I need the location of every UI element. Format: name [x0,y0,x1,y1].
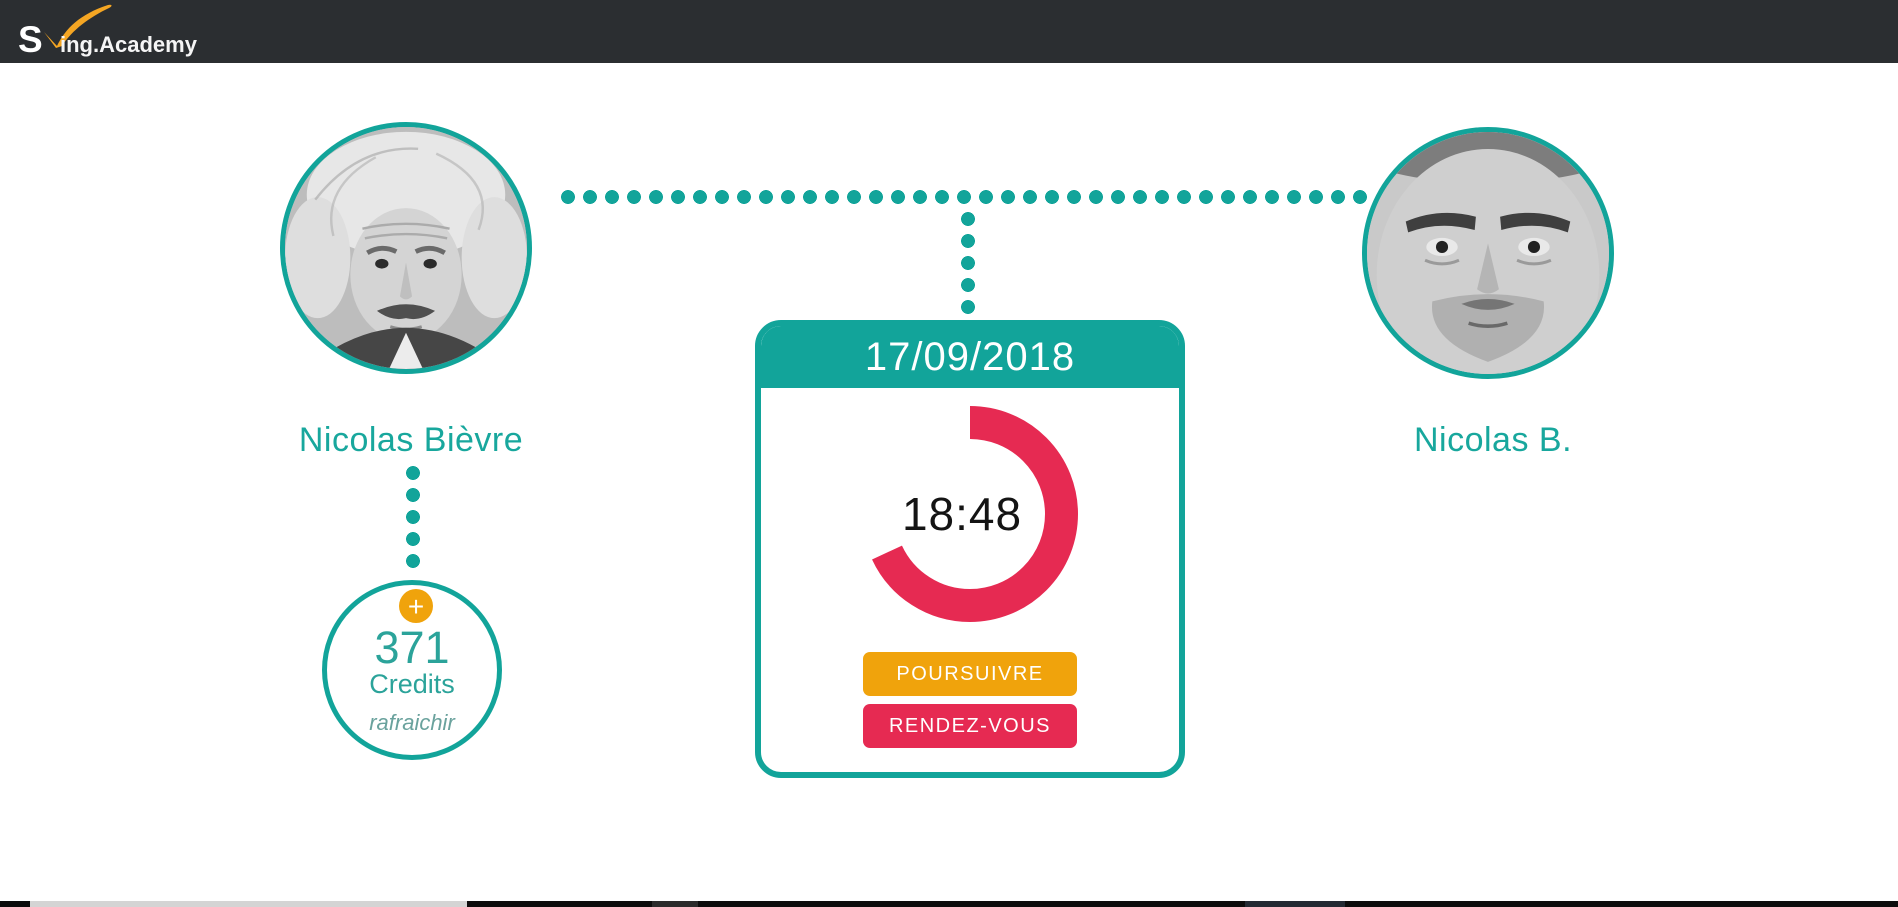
bottom-taskbar-strip [0,901,1898,907]
einstein-portrait-image [285,127,527,369]
credits-label: Credits [369,669,455,699]
timer-progress-circle [862,406,1078,622]
left-user-avatar[interactable] [280,122,532,374]
credits-connector-dotted-line [406,462,420,568]
right-user-name: Nicolas B. [1413,421,1573,459]
rendez-vous-button[interactable]: RENDEZ-VOUS [863,704,1077,748]
users-connection-dotted-line [557,190,1369,204]
left-user-name: Nicolas Bièvre [298,421,524,459]
timer-value: 18:48 [901,488,1023,540]
app-header: S ing.Academy [0,0,1898,63]
refresh-credits-link[interactable]: rafraichir [369,709,455,735]
session-date-header: 17/09/2018 [761,326,1179,388]
session-card: 17/09/2018 18:48 POURSUIVRE RENDEZ-VOUS [755,320,1185,778]
logo-swoosh-icon [44,4,112,49]
timer-progress-arc [862,406,1078,622]
session-timer: 18:48 [858,402,1082,626]
right-user-avatar[interactable] [1362,127,1614,379]
continue-button[interactable]: POURSUIVRE [863,652,1077,696]
card-connector-dotted-line [961,208,975,318]
credits-circle: + 371 Credits rafraichir [322,580,502,760]
man-portrait-image [1367,132,1609,374]
logo-wordmark: ing.Academy [60,32,197,57]
app-logo[interactable]: S ing.Academy [18,4,197,60]
credits-value: 371 [374,622,450,673]
logo-letter-s: S [18,19,43,60]
add-credits-button[interactable]: + [399,589,433,623]
